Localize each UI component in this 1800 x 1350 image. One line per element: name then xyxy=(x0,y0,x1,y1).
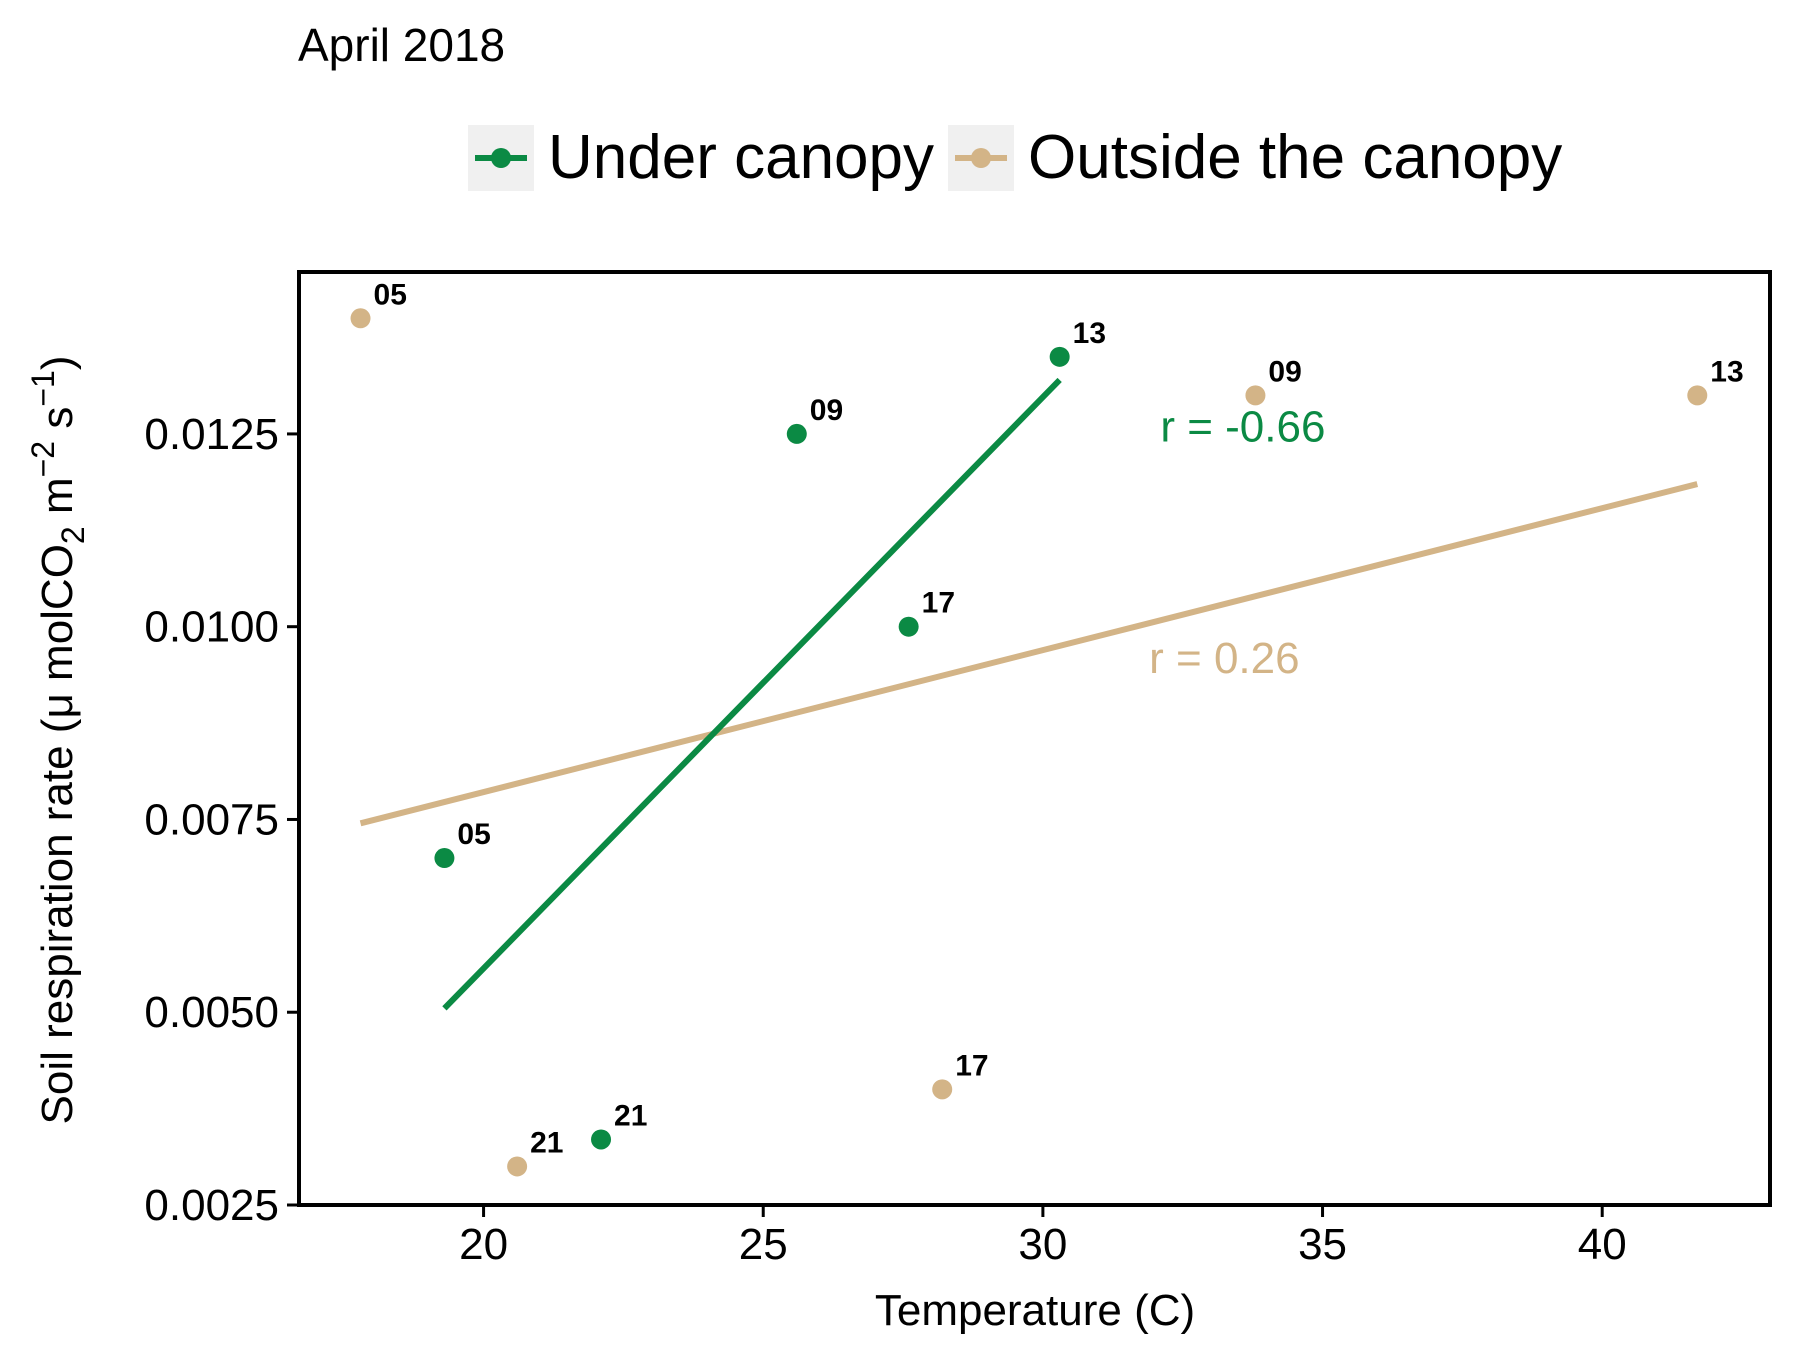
y-tick-label: 0.0100 xyxy=(144,603,279,652)
correlation-annotation-outside-canopy: r = 0.26 xyxy=(1149,634,1299,683)
point-under-canopy xyxy=(591,1129,612,1150)
x-tick-label: 25 xyxy=(739,1220,788,1269)
point-label: 13 xyxy=(1073,317,1106,350)
legend-key-under-canopy xyxy=(468,124,534,191)
y-tick-label: 0.0025 xyxy=(144,1181,279,1230)
x-tick-label: 35 xyxy=(1298,1220,1347,1269)
point-under-canopy xyxy=(1049,346,1070,367)
fit-line-outside-canopy xyxy=(359,481,1699,827)
data-points: 05 09 13 17 21 05 09 13 17 21 xyxy=(350,278,1744,1177)
plot-panel-border xyxy=(297,270,1772,1207)
legend-label-under-canopy: Under canopy xyxy=(548,123,935,192)
point-outside-canopy xyxy=(507,1156,528,1177)
point-label: 21 xyxy=(530,1126,563,1159)
point-under-canopy xyxy=(434,848,455,869)
y-axis: 0.0025 0.0050 0.0075 0.0100 0.0125 xyxy=(144,410,299,1230)
legend: Under canopy Outside the canopy xyxy=(468,122,1576,193)
chart-title: April 2018 xyxy=(298,19,506,71)
point-outside-canopy xyxy=(350,308,371,329)
fit-lines xyxy=(359,377,1699,1011)
legend-item-under-canopy: Under canopy xyxy=(468,122,934,193)
point-label: 05 xyxy=(374,278,407,311)
point-outside-canopy xyxy=(932,1079,953,1100)
point-label: 13 xyxy=(1710,355,1743,388)
point-label: 21 xyxy=(614,1099,647,1132)
x-axis: 20 25 30 35 40 xyxy=(459,1205,1627,1269)
correlation-annotation-under-canopy: r = -0.66 xyxy=(1160,403,1325,452)
fit-line-under-canopy xyxy=(442,377,1062,1011)
point-label: 17 xyxy=(922,587,955,620)
y-tick-label: 0.0050 xyxy=(144,988,279,1037)
x-tick-label: 40 xyxy=(1578,1220,1627,1269)
x-tick-label: 30 xyxy=(1018,1220,1067,1269)
annotations: r = -0.66 r = 0.26 xyxy=(1149,403,1325,683)
y-tick-label: 0.0125 xyxy=(144,410,279,459)
x-tick-label: 20 xyxy=(459,1220,508,1269)
legend-item-outside-canopy: Outside the canopy xyxy=(948,122,1562,193)
legend-label-outside-canopy: Outside the canopy xyxy=(1028,123,1563,192)
point-label: 09 xyxy=(810,394,843,427)
point-label: 17 xyxy=(955,1049,988,1082)
y-axis-title: Soil respiration rate (μ molCO2 m−2 s−1) xyxy=(25,356,91,1125)
point-label: 05 xyxy=(457,818,490,851)
x-axis-title: Temperature (C) xyxy=(875,1286,1195,1335)
legend-key-outside-canopy xyxy=(948,124,1015,191)
point-under-canopy xyxy=(898,616,919,637)
point-outside-canopy xyxy=(1687,385,1708,406)
point-outside-canopy xyxy=(1245,385,1266,406)
point-under-canopy xyxy=(786,423,807,444)
y-tick-label: 0.0075 xyxy=(144,795,279,844)
point-label: 09 xyxy=(1268,355,1301,388)
